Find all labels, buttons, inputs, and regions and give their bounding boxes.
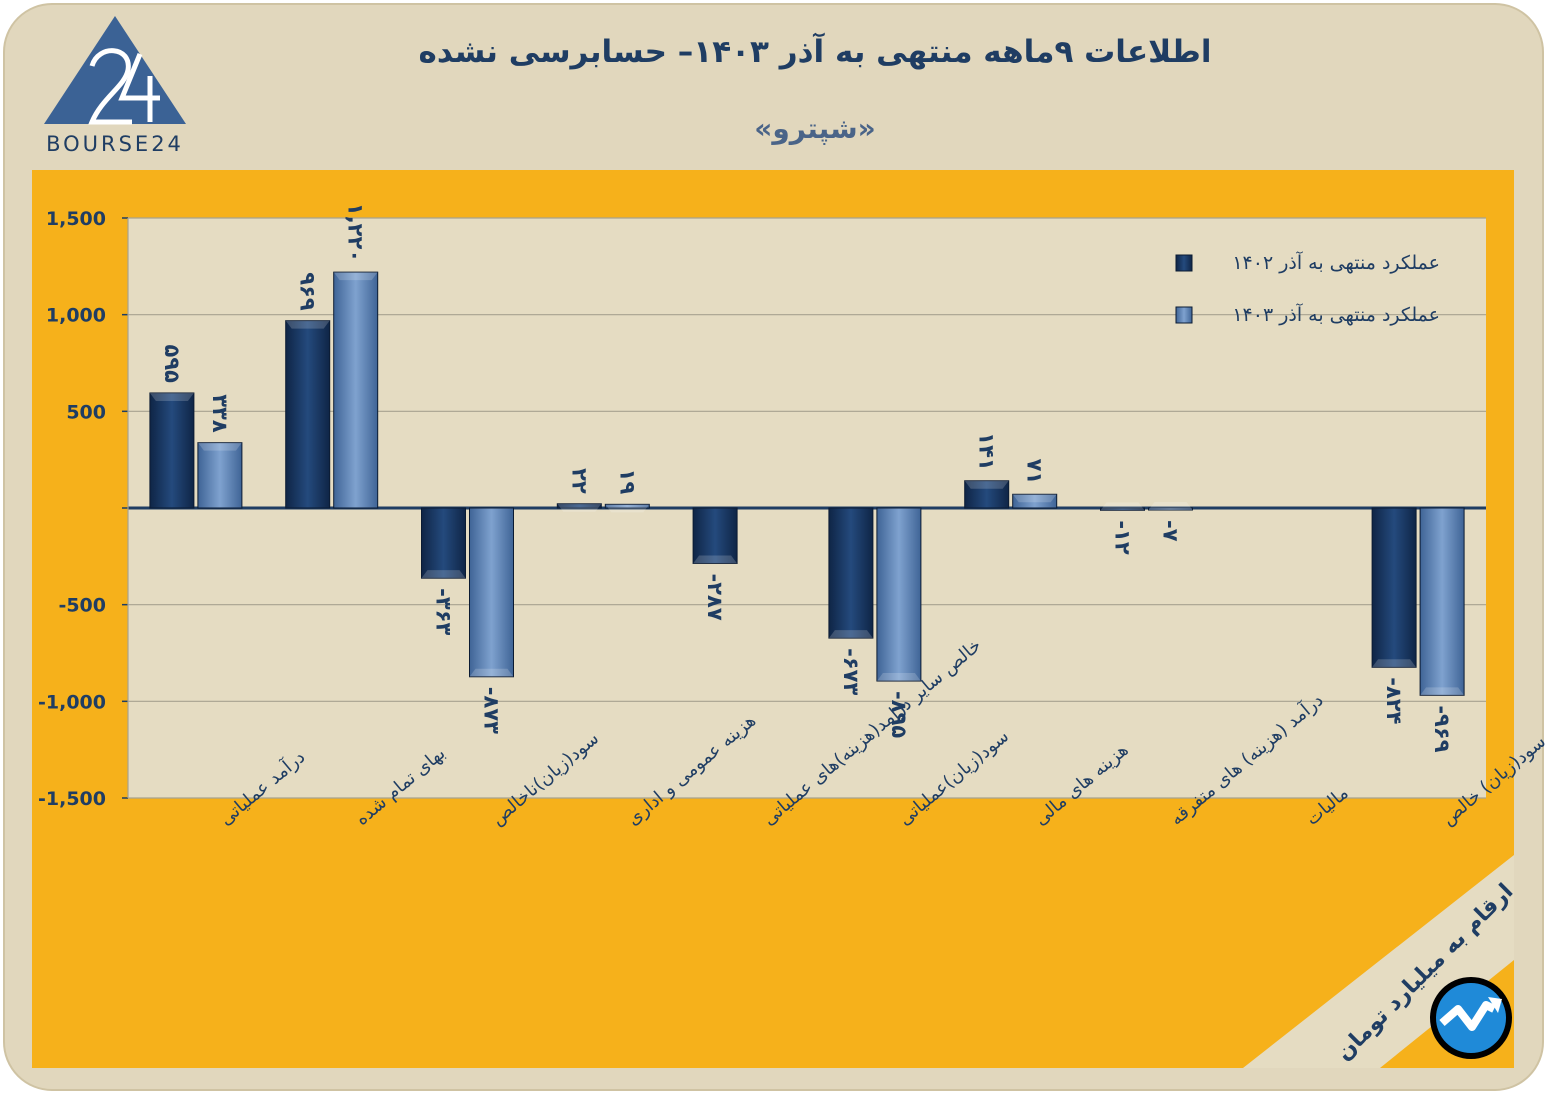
data-label: ۱۴۱ xyxy=(975,432,999,470)
bar-1402 xyxy=(285,320,331,509)
bar-1402 xyxy=(964,480,1010,509)
chart-title: اطلاعات ۹ماهه منتهی به آذر ۱۴۰۳– حسابرسی… xyxy=(418,34,1212,70)
bar-1403 xyxy=(1012,493,1058,509)
data-label: ۵۹۵ xyxy=(160,345,184,384)
bar-1403 xyxy=(333,271,379,509)
data-label: ۷۱ xyxy=(1023,459,1047,485)
bar-bevel xyxy=(557,503,602,512)
chart-subtitle: «شپترو» xyxy=(754,112,876,145)
data-label: ۱,۲۲۰ xyxy=(344,203,368,262)
bar-1402 xyxy=(1100,507,1145,511)
y-tick-label: -1,500 xyxy=(38,788,106,810)
bar-bevel xyxy=(605,504,650,513)
data-label: ۳۳۸ xyxy=(208,394,232,433)
data-label: -۹۶۹ xyxy=(1430,705,1454,752)
bar-1403 xyxy=(469,507,514,678)
bar-bevel xyxy=(964,480,1009,489)
bar-bevel xyxy=(1100,502,1145,511)
note-band xyxy=(1243,855,1514,1068)
legend-label: عملکرد منتهی به آذر ۱۴۰۲ xyxy=(1232,250,1440,274)
bar-bevel xyxy=(693,555,738,564)
legend-swatch-1402 xyxy=(1175,254,1193,272)
bar-bevel xyxy=(1420,687,1465,696)
bar-1402 xyxy=(421,507,466,579)
bar-1403 xyxy=(197,442,243,509)
bourse24-logo xyxy=(44,16,186,125)
data-label: -۱۲ xyxy=(1111,520,1135,555)
bar-1402 xyxy=(828,507,874,639)
bar-bevel xyxy=(421,570,466,579)
data-label: -۳۶۳ xyxy=(432,588,456,635)
bar-bevel xyxy=(1012,494,1057,503)
bar-1403 xyxy=(1419,507,1465,696)
legend-swatch-1403 xyxy=(1175,306,1193,324)
data-label: -۸۷۳ xyxy=(480,687,504,734)
y-tick-label: 500 xyxy=(66,401,106,423)
bar-1403 xyxy=(876,507,922,682)
legend-label: عملکرد منتهی به آذر ۱۴۰۳ xyxy=(1232,302,1440,326)
y-tick-label: 1,000 xyxy=(46,305,106,327)
bar-bevel xyxy=(333,272,378,281)
bar-1402 xyxy=(556,503,602,509)
bar-bevel xyxy=(876,673,921,682)
data-label: -۶۷۳ xyxy=(839,648,863,695)
bar-1402 xyxy=(1371,507,1417,668)
bar-bevel xyxy=(1372,659,1417,668)
bar-bevel xyxy=(197,442,242,451)
bar-bevel xyxy=(1148,502,1193,510)
data-label: -۸۹۵ xyxy=(887,691,911,738)
bar-1403 xyxy=(1148,507,1193,511)
bar-bevel xyxy=(149,392,194,401)
bar-1402 xyxy=(149,392,195,509)
y-tick-label: -1,000 xyxy=(38,691,106,713)
logo-text: BOURSE24 xyxy=(46,132,184,156)
bar-1402 xyxy=(692,507,738,564)
data-label: -۷ xyxy=(1159,520,1183,542)
trend-badge-icon xyxy=(1430,977,1512,1059)
data-label: ۱۹ xyxy=(615,469,639,495)
bar-1403 xyxy=(604,503,650,509)
bar-bevel xyxy=(285,320,330,329)
data-label: -۲۸۷ xyxy=(703,573,727,620)
data-label: ۲۲ xyxy=(567,468,591,494)
y-tick-label: 1,500 xyxy=(46,208,106,230)
bar-bevel xyxy=(828,630,873,639)
bar-bevel xyxy=(469,668,514,677)
data-label: -۸۲۴ xyxy=(1382,677,1406,724)
data-label: ۹۶۹ xyxy=(296,272,320,311)
y-tick-label: -500 xyxy=(58,595,106,617)
